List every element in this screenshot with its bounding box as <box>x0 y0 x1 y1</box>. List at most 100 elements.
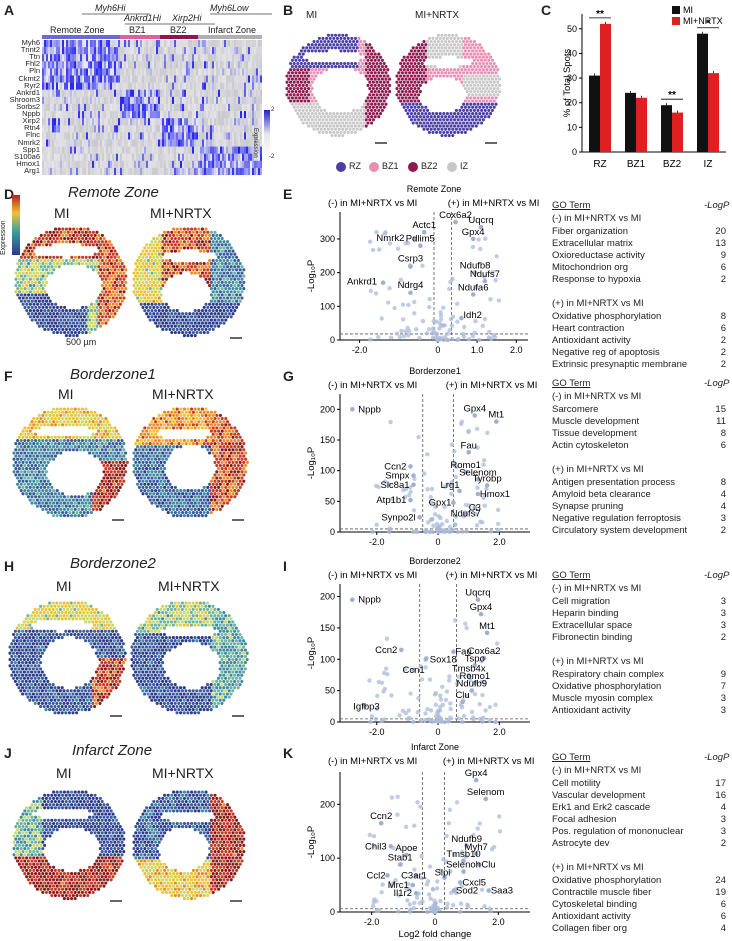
heatmap-cell <box>228 96 231 105</box>
heatmap-cell <box>56 40 59 48</box>
tissue-spot <box>326 115 330 119</box>
tissue-spot <box>43 296 47 300</box>
tissue-spot <box>220 243 224 247</box>
tissue-spot <box>200 233 204 237</box>
heatmap-cell <box>198 89 201 98</box>
tissue-spot <box>100 315 104 319</box>
tissue-spot <box>195 262 199 266</box>
tissue-spot <box>80 445 84 449</box>
tissue-spot <box>97 240 101 244</box>
tissue-spot <box>316 46 320 50</box>
heatmap-cell <box>60 118 63 126</box>
heatmap-cell <box>48 146 51 154</box>
heatmap-cell <box>216 89 219 98</box>
tissue-spot <box>111 429 115 433</box>
tissue-spot <box>32 283 36 288</box>
panel-label-c: C <box>541 2 552 18</box>
heatmap-cell <box>62 61 65 69</box>
tissue-spot <box>422 121 426 125</box>
heatmap-cell <box>46 153 49 162</box>
heatmap-cell <box>56 167 59 175</box>
heatmap-cell <box>148 167 151 175</box>
heatmap-cell <box>126 89 129 98</box>
heatmap-cell <box>190 47 193 55</box>
heatmap-cell <box>124 103 127 112</box>
heatmap-cell <box>238 125 241 133</box>
tissue-spot <box>440 46 444 50</box>
tissue-spot <box>395 86 399 91</box>
tissue-spot <box>137 299 141 303</box>
tissue-spot <box>175 233 179 237</box>
tissue-spot <box>39 233 43 237</box>
tissue-spot <box>287 71 291 75</box>
tissue-spot <box>152 287 156 291</box>
heatmap-cell <box>84 139 87 147</box>
tissue-spot <box>408 83 412 87</box>
heatmap-cell <box>218 167 221 175</box>
tissue-spot <box>420 55 424 59</box>
tissue-spot <box>52 268 56 272</box>
heatmap-cell <box>90 153 93 162</box>
heatmap-cell <box>218 61 221 69</box>
heatmap-cell <box>50 125 53 133</box>
heatmap-cell <box>60 75 63 83</box>
heatmap-cell <box>252 146 255 154</box>
tissue-spot <box>155 255 159 259</box>
spatial-map-bz1-mi <box>12 407 129 521</box>
heatmap-cell <box>104 139 107 147</box>
tissue-spot <box>30 457 34 461</box>
heatmap-cell <box>220 118 223 126</box>
heatmap-cell <box>68 47 71 55</box>
heatmap-cell <box>134 153 137 162</box>
tissue-spot <box>290 83 294 87</box>
tissue-spot <box>408 96 412 100</box>
tissue-spot <box>102 268 106 272</box>
heatmap-cell <box>176 146 179 154</box>
heatmap-cell <box>44 103 47 112</box>
tissue-spot <box>335 112 339 116</box>
heatmap-cell <box>232 68 235 76</box>
heatmap-cell <box>136 167 139 175</box>
heatmap-cell <box>80 160 83 169</box>
heatmap-cell <box>220 82 223 90</box>
tissue-spot <box>152 249 156 253</box>
heatmap-cell <box>158 61 161 69</box>
tissue-spot <box>326 121 330 125</box>
heatmap-cell <box>116 160 119 169</box>
tissue-spot <box>55 255 59 259</box>
tissue-spot <box>487 71 491 75</box>
tissue-spot <box>308 90 312 94</box>
tissue-spot <box>400 58 404 62</box>
tissue-spot <box>141 299 145 303</box>
tissue-spot <box>120 287 124 291</box>
heatmap-cell <box>162 167 165 175</box>
heatmap-cell <box>226 153 229 162</box>
heatmap-cell <box>184 103 187 112</box>
heatmap-cell <box>212 82 215 90</box>
tissue-spot <box>120 293 124 297</box>
heatmap-cell <box>164 153 167 162</box>
heatmap-cell <box>52 167 55 175</box>
heatmap-cell <box>154 146 157 154</box>
heatmap-cell <box>90 96 93 105</box>
heatmap-cell <box>160 125 163 133</box>
heatmap-cell <box>86 82 89 90</box>
heatmap-cell <box>202 111 205 119</box>
tissue-spot <box>359 108 363 112</box>
heatmap-cell <box>250 139 253 147</box>
tissue-spot <box>34 451 38 455</box>
tissue-spot <box>319 121 323 125</box>
tissue-spot <box>209 230 213 234</box>
tissue-spot <box>155 318 159 322</box>
tissue-spot <box>63 262 67 266</box>
tissue-spot <box>339 61 343 66</box>
tissue-spot <box>485 105 489 109</box>
heatmap-cell <box>166 118 169 126</box>
tissue-spot <box>469 65 473 69</box>
heatmap-cell <box>44 82 47 90</box>
tissue-spot <box>382 93 386 97</box>
tissue-spot <box>370 115 374 119</box>
tissue-spot <box>32 315 36 319</box>
tissue-spot <box>233 290 237 294</box>
heatmap-cell <box>84 103 87 112</box>
